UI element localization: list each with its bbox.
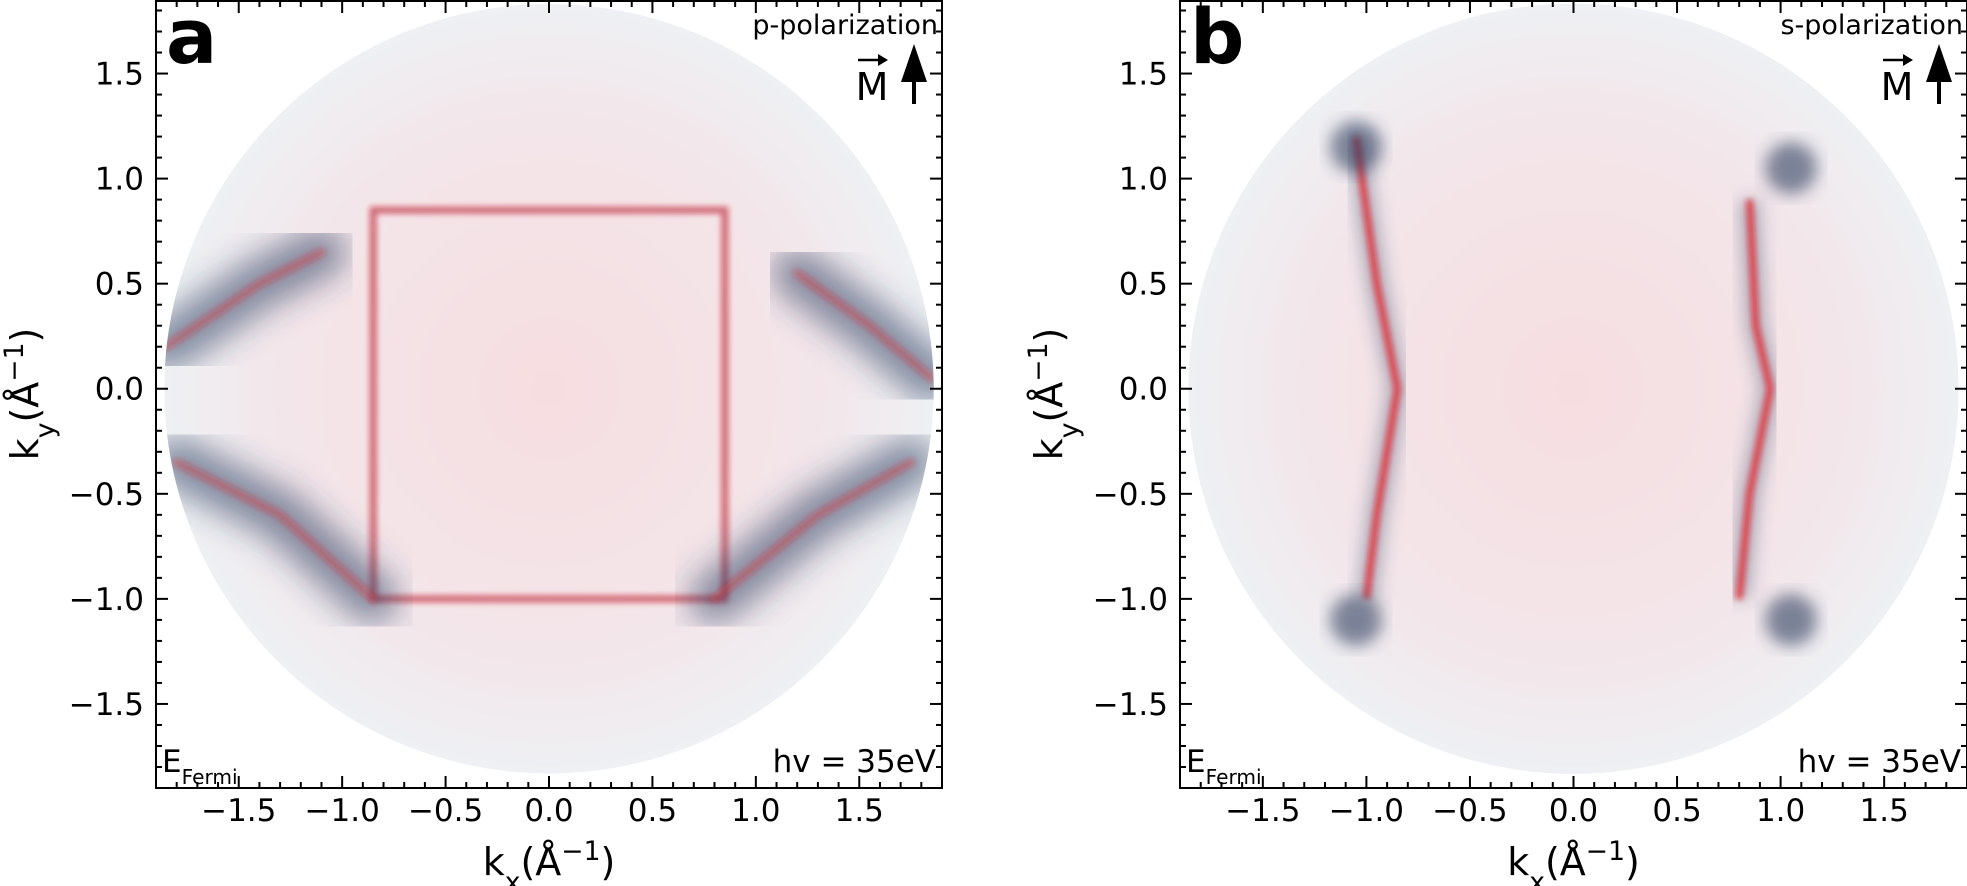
x-axis-label-part: −1 bbox=[561, 836, 600, 867]
y-axis-label-part: −1 bbox=[0, 343, 30, 382]
x-axis-label-part: −1 bbox=[1586, 836, 1625, 867]
x-axis-label-part: k bbox=[1507, 840, 1529, 884]
band-edge-3 bbox=[172, 458, 378, 603]
energy-label: EFermi bbox=[162, 744, 238, 789]
heatmap bbox=[1188, 3, 1959, 774]
ticks bbox=[1180, 1, 1967, 788]
y-tick-label: 1.0 bbox=[95, 162, 144, 198]
y-axis-label-part: k bbox=[3, 438, 47, 460]
heatmap-disk bbox=[164, 4, 934, 774]
y-tick-label: 0.5 bbox=[95, 267, 144, 303]
x-tick-label: −0.5 bbox=[1432, 793, 1507, 829]
x-axis-label: kx(Å−1) bbox=[1507, 836, 1640, 886]
panel-b: −1.5 −1.0 −0.5 0.0 0.5 1.0 1.5 1.5 1.0 0.5 0.0 −0.5… bbox=[1023, 0, 1967, 886]
y-tick-label: −1.0 bbox=[1093, 582, 1168, 618]
vector-label: M bbox=[1881, 65, 1914, 109]
spot-2-2 bbox=[1330, 593, 1383, 646]
energy-label-part: E bbox=[162, 744, 182, 780]
x-axis-label: kx(Å−1) bbox=[483, 836, 616, 886]
x-axis-label-part: (Å bbox=[520, 840, 561, 884]
heatmap-area bbox=[164, 4, 934, 774]
band-edge-4 bbox=[710, 458, 915, 603]
vector-arrow-head bbox=[878, 54, 888, 66]
y-axis-label: ky(Å−1) bbox=[0, 328, 61, 461]
y-tick-label: 1.5 bbox=[95, 57, 144, 93]
vector-label: M bbox=[856, 65, 889, 109]
x-axis-label-part: ) bbox=[1625, 840, 1640, 884]
y-axis-label-part: −1 bbox=[1023, 343, 1054, 382]
x-tick-label: 1.5 bbox=[835, 793, 884, 829]
y-axis-label-part: y bbox=[1054, 423, 1085, 439]
y-axis-label-part: (Å bbox=[1027, 382, 1071, 423]
y-axis-label-part: y bbox=[30, 423, 61, 439]
photon-energy-label: hv = 35eV bbox=[773, 744, 936, 780]
y-tick-label: 0.0 bbox=[95, 372, 144, 408]
spot-2-0 bbox=[1330, 121, 1383, 174]
band-edge-2 bbox=[793, 269, 934, 383]
x-axis-label-part: x bbox=[505, 867, 521, 886]
arrow-up-head-icon bbox=[901, 44, 927, 82]
y-tick-label: 0.5 bbox=[1119, 267, 1168, 303]
arrow-up-head-icon bbox=[1926, 44, 1952, 82]
panel-letter: a bbox=[166, 0, 217, 81]
contour-0 bbox=[1352, 136, 1402, 600]
band-edge-1 bbox=[164, 248, 326, 351]
y-tick-label: 0.0 bbox=[1119, 372, 1168, 408]
x-tick-label: 0.0 bbox=[1549, 793, 1598, 829]
x-tick-label: 0.5 bbox=[1652, 793, 1701, 829]
y-tick-label: −0.5 bbox=[1093, 477, 1168, 513]
x-tick-label: 0.0 bbox=[524, 793, 573, 829]
y-axis-label-part: (Å bbox=[3, 382, 47, 423]
vector-arrow-head bbox=[1903, 54, 1913, 66]
y-axis-label-part: ) bbox=[1027, 328, 1071, 343]
x-axis-label-part: (Å bbox=[1545, 840, 1586, 884]
x-tick-label: 1.0 bbox=[1756, 793, 1805, 829]
polarization-label: p-polarization bbox=[752, 10, 938, 41]
x-tick-label: −1.0 bbox=[305, 793, 380, 829]
x-axis-label-part: ) bbox=[600, 840, 615, 884]
contour-1 bbox=[1735, 199, 1774, 600]
energy-label-part: Fermi bbox=[1206, 765, 1262, 789]
y-tick-label: 1.0 bbox=[1119, 162, 1168, 198]
x-tick-label: −0.5 bbox=[408, 793, 483, 829]
y-axis-label-part: k bbox=[1027, 438, 1071, 460]
panel-a: −1.5 −1.0 −0.5 0.0 0.5 1.0 1.5 1.5 1.0 0.5 0.0 −0.5… bbox=[0, 0, 943, 886]
heatmap bbox=[164, 4, 934, 774]
y-tick-label: 1.5 bbox=[1119, 57, 1168, 93]
y-axis-label-part: ) bbox=[3, 328, 47, 343]
y-tick-label: −1.5 bbox=[1093, 687, 1168, 723]
x-tick-label: 0.5 bbox=[628, 793, 677, 829]
x-tick-label: −1.5 bbox=[201, 793, 276, 829]
y-tick-label: −1.0 bbox=[69, 582, 144, 618]
x-tick-label: 1.5 bbox=[1860, 793, 1909, 829]
x-axis-label-part: x bbox=[1529, 867, 1545, 886]
polarization-label: s-polarization bbox=[1780, 10, 1963, 41]
x-tick-label: −1.5 bbox=[1225, 793, 1300, 829]
heatmap-area bbox=[1188, 3, 1959, 774]
y-tick-label: −0.5 bbox=[69, 477, 144, 513]
energy-label: EFermi bbox=[1186, 744, 1262, 789]
photon-energy-label: hv = 35eV bbox=[1798, 744, 1961, 780]
x-tick-label: 1.0 bbox=[731, 793, 780, 829]
spot-2-1 bbox=[1764, 142, 1817, 195]
heatmap-disk bbox=[1188, 3, 1959, 774]
x-axis-label-part: k bbox=[483, 840, 505, 884]
energy-label-part: Fermi bbox=[182, 765, 238, 789]
y-tick-label: −1.5 bbox=[69, 687, 144, 723]
spot-2-3 bbox=[1764, 593, 1817, 646]
panel-letter: b bbox=[1190, 0, 1244, 81]
energy-label-part: E bbox=[1186, 744, 1206, 780]
x-tick-label: −1.0 bbox=[1329, 793, 1404, 829]
y-axis-label: ky(Å−1) bbox=[1023, 328, 1085, 461]
ticks bbox=[156, 1, 943, 788]
